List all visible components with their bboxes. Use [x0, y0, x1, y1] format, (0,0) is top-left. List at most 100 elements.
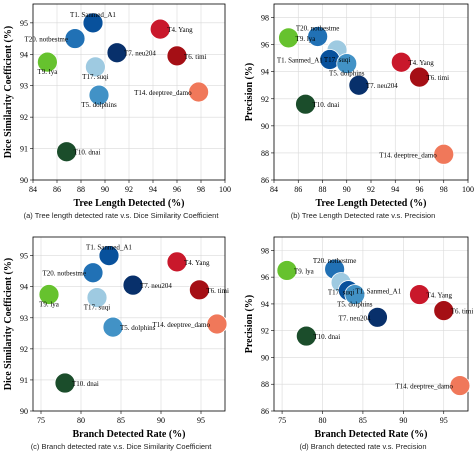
x-axis-label: Branch Detected Rate (%) — [314, 429, 427, 440]
panel-caption: (c) Branch detected rate v.s. Dice Simil… — [31, 442, 213, 451]
data-point-t4 — [390, 51, 412, 73]
x-tick-label: 86 — [53, 185, 61, 194]
data-point-t9 — [37, 51, 58, 73]
x-tick-label: 86 — [294, 185, 302, 194]
y-tick-label: 94 — [20, 50, 28, 59]
x-tick-label: 98 — [440, 185, 448, 194]
y-tick-label: 92 — [261, 327, 269, 336]
data-label-t4: T4. Yang — [184, 259, 210, 267]
data-point-t1 — [98, 245, 120, 267]
data-label-t2: T20. notbestme — [313, 257, 357, 265]
x-tick-label: 96 — [173, 185, 181, 194]
data-point-t14 — [433, 143, 455, 165]
y-tick-label: 94 — [20, 283, 28, 292]
data-point-t5 — [336, 53, 358, 74]
x-axis-label: Tree Length Detected (%) — [316, 198, 427, 209]
x-tick-label: 85 — [359, 416, 367, 425]
panel-a: 84 86 88 90 92 94 96 98 100 90 91 92 93 94 95 T1. Sanme… — [3, 3, 231, 220]
y-tick-label: 88 — [261, 149, 269, 158]
y-tick-label: 98 — [261, 246, 269, 255]
data-label-t5: T5. dolphins — [329, 70, 365, 78]
data-point-t6 — [409, 66, 430, 88]
data-point-t2 — [64, 28, 86, 49]
data-label-t5: T5. dolphins — [337, 301, 373, 309]
data-label-t2: T20. notbestme — [296, 24, 340, 32]
y-tick-label: 94 — [261, 68, 269, 77]
y-tick-label: 86 — [261, 176, 269, 185]
data-point-t10 — [54, 372, 76, 394]
data-label-t1: T1. Sanmed_A1 — [70, 11, 116, 19]
y-tick-label: 95 — [20, 252, 28, 261]
x-tick-label: 75 — [278, 416, 286, 425]
data-label-t7: T7. neu204 — [366, 82, 398, 90]
data-point-t4 — [149, 18, 171, 40]
data-point-t1 — [82, 12, 104, 34]
y-tick-label: 95 — [20, 19, 28, 28]
data-point-t10 — [295, 93, 316, 115]
y-tick-label: 93 — [20, 314, 28, 323]
data-point-t7 — [367, 306, 388, 328]
y-tick-label: 96 — [261, 273, 269, 282]
data-label-t17: T17. suqi — [324, 56, 351, 64]
x-tick-label: 84 — [29, 185, 37, 194]
data-label-t14: T14. deeptree_damo — [152, 321, 210, 329]
data-label-t7: T7. neu204 — [339, 314, 371, 322]
data-point-t14 — [188, 81, 210, 103]
y-tick-label: 88 — [261, 380, 269, 389]
y-tick-label: 94 — [261, 300, 269, 309]
x-tick-label: 94 — [391, 185, 399, 194]
data-point-t4 — [409, 284, 430, 305]
data-label-t9: T9. lya — [39, 300, 60, 308]
data-label-t5: T5. dolphins — [81, 101, 117, 109]
x-tick-label: 96 — [416, 185, 424, 194]
y-tick-label: 96 — [261, 41, 269, 50]
x-tick-label: 84 — [270, 185, 278, 194]
y-tick-label: 92 — [261, 95, 269, 104]
data-label-t1: T1. Sanmed_A1 — [86, 244, 132, 252]
x-tick-label: 80 — [319, 416, 327, 425]
y-tick-label: 93 — [20, 82, 28, 91]
data-label-t9: T9. lya — [37, 68, 58, 76]
data-point-t7 — [348, 74, 370, 96]
y-tick-label: 91 — [20, 376, 28, 385]
data-point-t14 — [206, 313, 228, 335]
plot-frame — [273, 3, 469, 181]
x-axis-label: Branch Detected Rate (%) — [72, 429, 185, 440]
data-point-t7 — [106, 42, 128, 64]
data-label-t7: T7. neu204 — [124, 50, 156, 58]
data-point-t7 — [122, 274, 144, 296]
x-tick-label: 75 — [37, 416, 45, 425]
data-point-t6 — [433, 300, 455, 322]
x-tick-label: 92 — [367, 185, 375, 194]
panel-caption: (b) Tree Length Detected rate v.s. Preci… — [291, 211, 436, 220]
x-tick-label: 85 — [117, 416, 125, 425]
x-tick-label: 80 — [77, 416, 85, 425]
data-label-t14: T14. deeptree_damo — [395, 383, 453, 391]
x-tick-label: 88 — [77, 185, 85, 194]
y-tick-label: 86 — [261, 407, 269, 416]
y-tick-label: 98 — [261, 14, 269, 23]
data-point-t5 — [344, 284, 366, 305]
data-point-t4 — [166, 251, 188, 273]
x-tick-label: 90 — [101, 185, 109, 194]
data-label-t17: T17. suqi — [328, 289, 355, 297]
data-point-t10 — [295, 325, 317, 347]
x-tick-label: 88 — [319, 185, 327, 194]
data-point-t17 — [85, 56, 106, 78]
plot-frame — [32, 3, 226, 181]
data-point-t5 — [102, 316, 124, 338]
y-tick-label: 90 — [20, 176, 28, 185]
data-label-t9: T9. lya — [294, 267, 315, 275]
data-point-t9 — [38, 284, 60, 305]
y-tick-label: 90 — [261, 122, 269, 131]
data-label-t7: T7. neu204 — [140, 282, 172, 290]
data-label-t17: T17. suqi — [84, 304, 111, 312]
data-point-t9 — [276, 260, 298, 281]
x-tick-label: 95 — [440, 416, 448, 425]
y-tick-label: 92 — [20, 345, 28, 354]
panel-caption: (a) Tree length detected rate v.s. Dice … — [24, 211, 220, 220]
x-tick-label: 90 — [399, 416, 407, 425]
data-label-t2: T20. notbestme — [42, 270, 86, 278]
x-tick-label: 100 — [219, 185, 231, 194]
